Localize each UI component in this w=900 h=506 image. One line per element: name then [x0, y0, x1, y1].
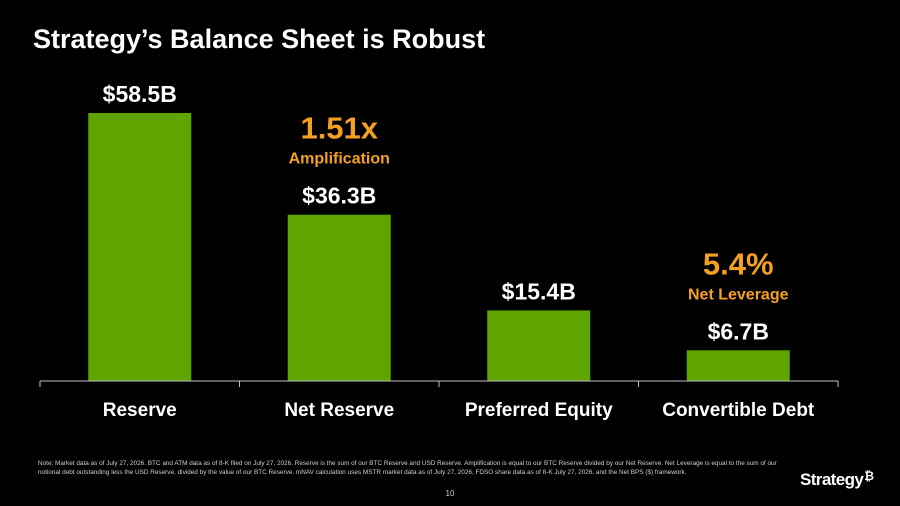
slide-title: Strategy’s Balance Sheet is Robust: [33, 24, 486, 54]
annotation-value: 5.4%: [703, 246, 774, 281]
bar-chart: $58.5B Reserve $36.3B Net Reserve $15.4B Pref…: [39, 81, 839, 421]
bar: [686, 350, 790, 381]
bar: [287, 214, 391, 381]
strategy-logo: Strategy₿: [800, 469, 874, 490]
bar-value-label: $6.7B: [708, 318, 769, 344]
category-label: Preferred Equity: [465, 400, 613, 421]
footnote: Note: Market data as of July 27, 2026. B…: [38, 460, 777, 476]
bar-value-label: $36.3B: [302, 183, 376, 209]
category-label: Convertible Debt: [662, 400, 815, 421]
logo-text: Strategy: [800, 470, 864, 489]
bar: [487, 310, 591, 381]
bar-value-label: $58.5B: [103, 81, 177, 107]
category-label: Reserve: [103, 400, 177, 421]
bar-value-label: $15.4B: [502, 278, 576, 304]
category-label: Net Reserve: [284, 400, 394, 421]
annotation-label: Amplification: [289, 151, 390, 168]
bar: [88, 113, 192, 381]
annotation-label: Net Leverage: [688, 286, 789, 303]
page-number: 10: [445, 489, 455, 498]
annotation-value: 1.51x: [300, 111, 378, 146]
bitcoin-mark-icon: ₿: [864, 469, 874, 483]
